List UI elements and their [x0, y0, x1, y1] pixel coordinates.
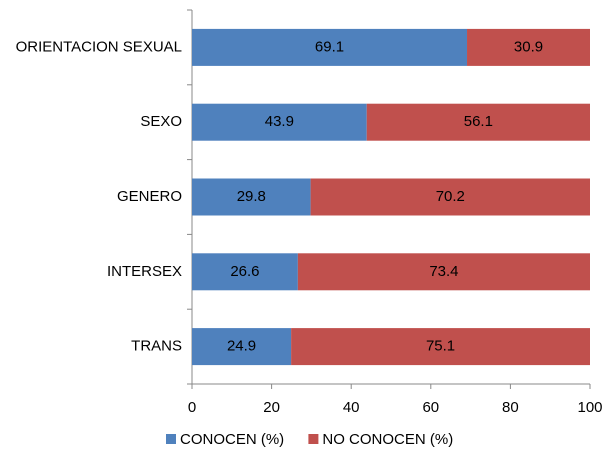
data-label: 29.8 — [237, 188, 266, 205]
x-tick-label: 0 — [188, 399, 196, 416]
bar-segment — [291, 328, 590, 366]
legend-swatch — [166, 434, 176, 444]
y-tick-label: TRANS — [131, 338, 182, 355]
bar-segment — [192, 28, 468, 66]
y-tick-label: ORIENTACION SEXUAL — [16, 38, 182, 55]
bar-segment — [192, 178, 311, 216]
bar-segment — [192, 253, 298, 291]
y-tick-label: SEXO — [140, 113, 182, 130]
legend-label: CONOCEN (%) — [180, 431, 284, 448]
data-label: 43.9 — [265, 113, 294, 130]
legend-swatch — [308, 434, 319, 444]
data-label: 75.1 — [426, 338, 455, 355]
y-tick-label: GENERO — [117, 188, 182, 205]
x-tick-label: 100 — [577, 399, 602, 416]
bar-segment — [192, 103, 367, 141]
data-label: 69.1 — [315, 38, 344, 55]
data-label: 73.4 — [429, 263, 458, 280]
bar-segment — [192, 328, 292, 366]
x-tick-label: 80 — [502, 399, 519, 416]
bar-segment — [310, 178, 590, 216]
bar-segment — [366, 103, 590, 141]
bar-segment — [297, 253, 590, 291]
y-tick-label: INTERSEX — [107, 263, 182, 280]
x-tick-label: 60 — [422, 399, 439, 416]
data-label: 24.9 — [227, 338, 256, 355]
data-label: 30.9 — [514, 38, 543, 55]
data-label: 26.6 — [230, 263, 259, 280]
bar-segment — [467, 28, 590, 66]
legend-label: NO CONOCEN (%) — [322, 431, 453, 448]
x-tick-label: 20 — [263, 399, 280, 416]
x-tick-label: 40 — [343, 399, 360, 416]
data-label: 56.1 — [464, 113, 493, 130]
data-label: 70.2 — [436, 188, 465, 205]
